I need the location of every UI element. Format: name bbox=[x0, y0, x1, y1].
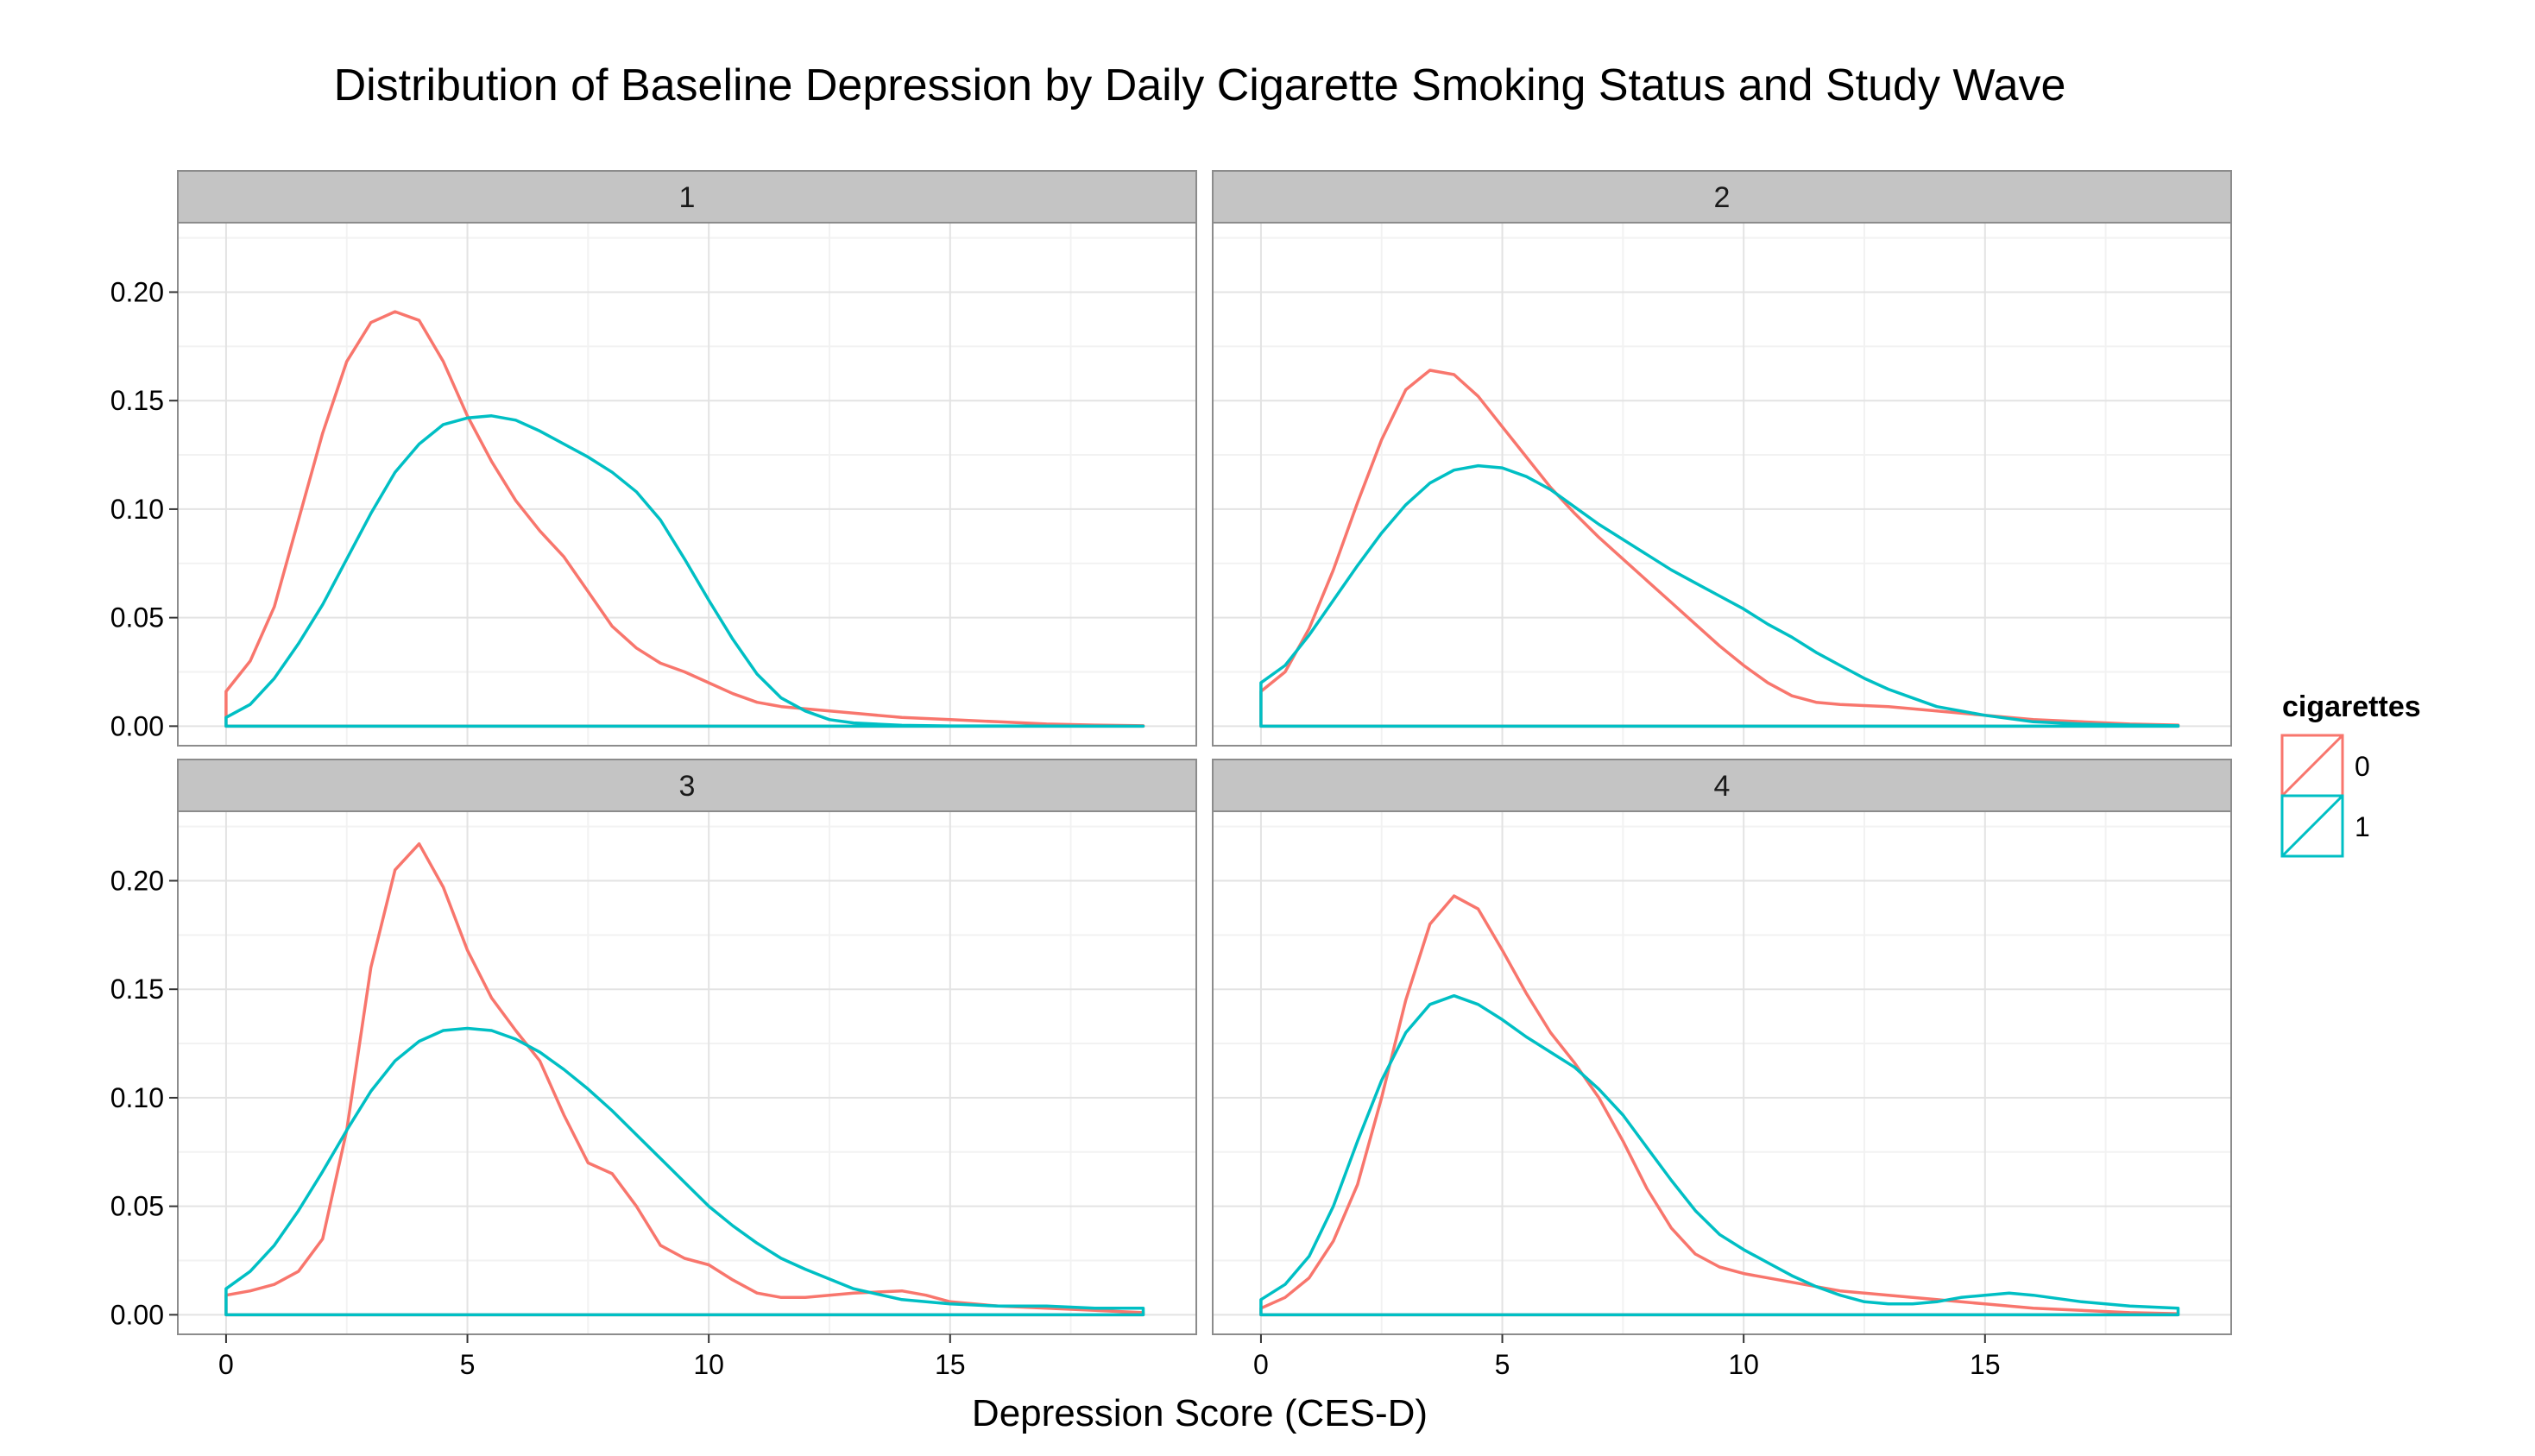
facet-strip bbox=[177, 759, 1197, 812]
y-tick-label: 0.00 bbox=[110, 710, 164, 741]
facet-panel-4: 4 bbox=[1212, 759, 2232, 1335]
panel-border bbox=[177, 810, 1197, 1335]
facet-strip bbox=[1212, 759, 2232, 812]
y-tick-label: 0.10 bbox=[110, 494, 164, 525]
facet-strip-label: 2 bbox=[1714, 181, 1731, 214]
y-tick-label: 0.05 bbox=[110, 1191, 164, 1222]
facet-strip bbox=[177, 170, 1197, 224]
facet-panel-1: 1 bbox=[177, 170, 1197, 747]
legend-key-line bbox=[2280, 734, 2344, 797]
axes: 0.00 0.05 0.10 0.15 0.20 0.00 0.05 0.10 0.15 0.20… bbox=[110, 276, 2001, 1380]
y-tick-label: 0.15 bbox=[110, 974, 164, 1005]
y-tick-label: 0.20 bbox=[110, 276, 164, 307]
legend-label: 1 bbox=[2355, 811, 2370, 842]
facet-strip-label: 4 bbox=[1714, 770, 1731, 803]
panel-background bbox=[178, 811, 1196, 1334]
x-tick-label: 5 bbox=[460, 1349, 476, 1380]
density-curve-cigarettes-1 bbox=[1259, 463, 2180, 728]
x-axis-title: Depression Score (CES-D) bbox=[972, 1392, 1428, 1434]
legend-entry-1: 1 bbox=[2280, 794, 2370, 858]
panel-background bbox=[178, 223, 1196, 746]
density-curve-cigarettes-0 bbox=[1259, 894, 2180, 1317]
x-tick-label: 0 bbox=[218, 1349, 234, 1380]
density-curve-cigarettes-0 bbox=[224, 841, 1145, 1317]
density-curve-cigarettes-1 bbox=[224, 414, 1145, 728]
legend: cigarettes 0 1 bbox=[2280, 690, 2421, 858]
panel-border bbox=[1212, 222, 2232, 747]
x-tick-label: 10 bbox=[693, 1349, 724, 1380]
legend-entry-0: 0 bbox=[2280, 734, 2370, 797]
density-curve-cigarettes-0 bbox=[224, 310, 1145, 728]
y-tick-label: 0.00 bbox=[110, 1299, 164, 1330]
x-tick-label: 5 bbox=[1495, 1349, 1510, 1380]
panel-background bbox=[1213, 811, 2231, 1334]
x-tick-label: 10 bbox=[1728, 1349, 1759, 1380]
chart-title: Distribution of Baseline Depression by D… bbox=[334, 60, 2066, 110]
y-tick-label: 0.10 bbox=[110, 1082, 164, 1113]
legend-key-line bbox=[2280, 794, 2344, 858]
x-tick-label: 15 bbox=[1970, 1349, 2001, 1380]
facet-strip-label: 1 bbox=[679, 181, 696, 214]
x-tick-label: 15 bbox=[935, 1349, 966, 1380]
legend-title: cigarettes bbox=[2282, 690, 2421, 723]
panel-border bbox=[1212, 810, 2232, 1335]
facet-panels: 1 2 3 4 bbox=[177, 170, 2232, 1335]
facet-strip-label: 3 bbox=[679, 770, 696, 803]
density-curve-cigarettes-1 bbox=[224, 1026, 1145, 1317]
y-tick-label: 0.15 bbox=[110, 385, 164, 416]
facet-panel-2: 2 bbox=[1212, 170, 2232, 747]
legend-label: 0 bbox=[2355, 751, 2370, 782]
facet-strip bbox=[1212, 170, 2232, 224]
density-curve-cigarettes-1 bbox=[1259, 993, 2180, 1317]
y-tick-label: 0.05 bbox=[110, 602, 164, 633]
facet-panel-3: 3 bbox=[177, 759, 1197, 1335]
y-tick-label: 0.20 bbox=[110, 865, 164, 896]
x-tick-label: 0 bbox=[1253, 1349, 1269, 1380]
panel-border bbox=[177, 222, 1197, 747]
